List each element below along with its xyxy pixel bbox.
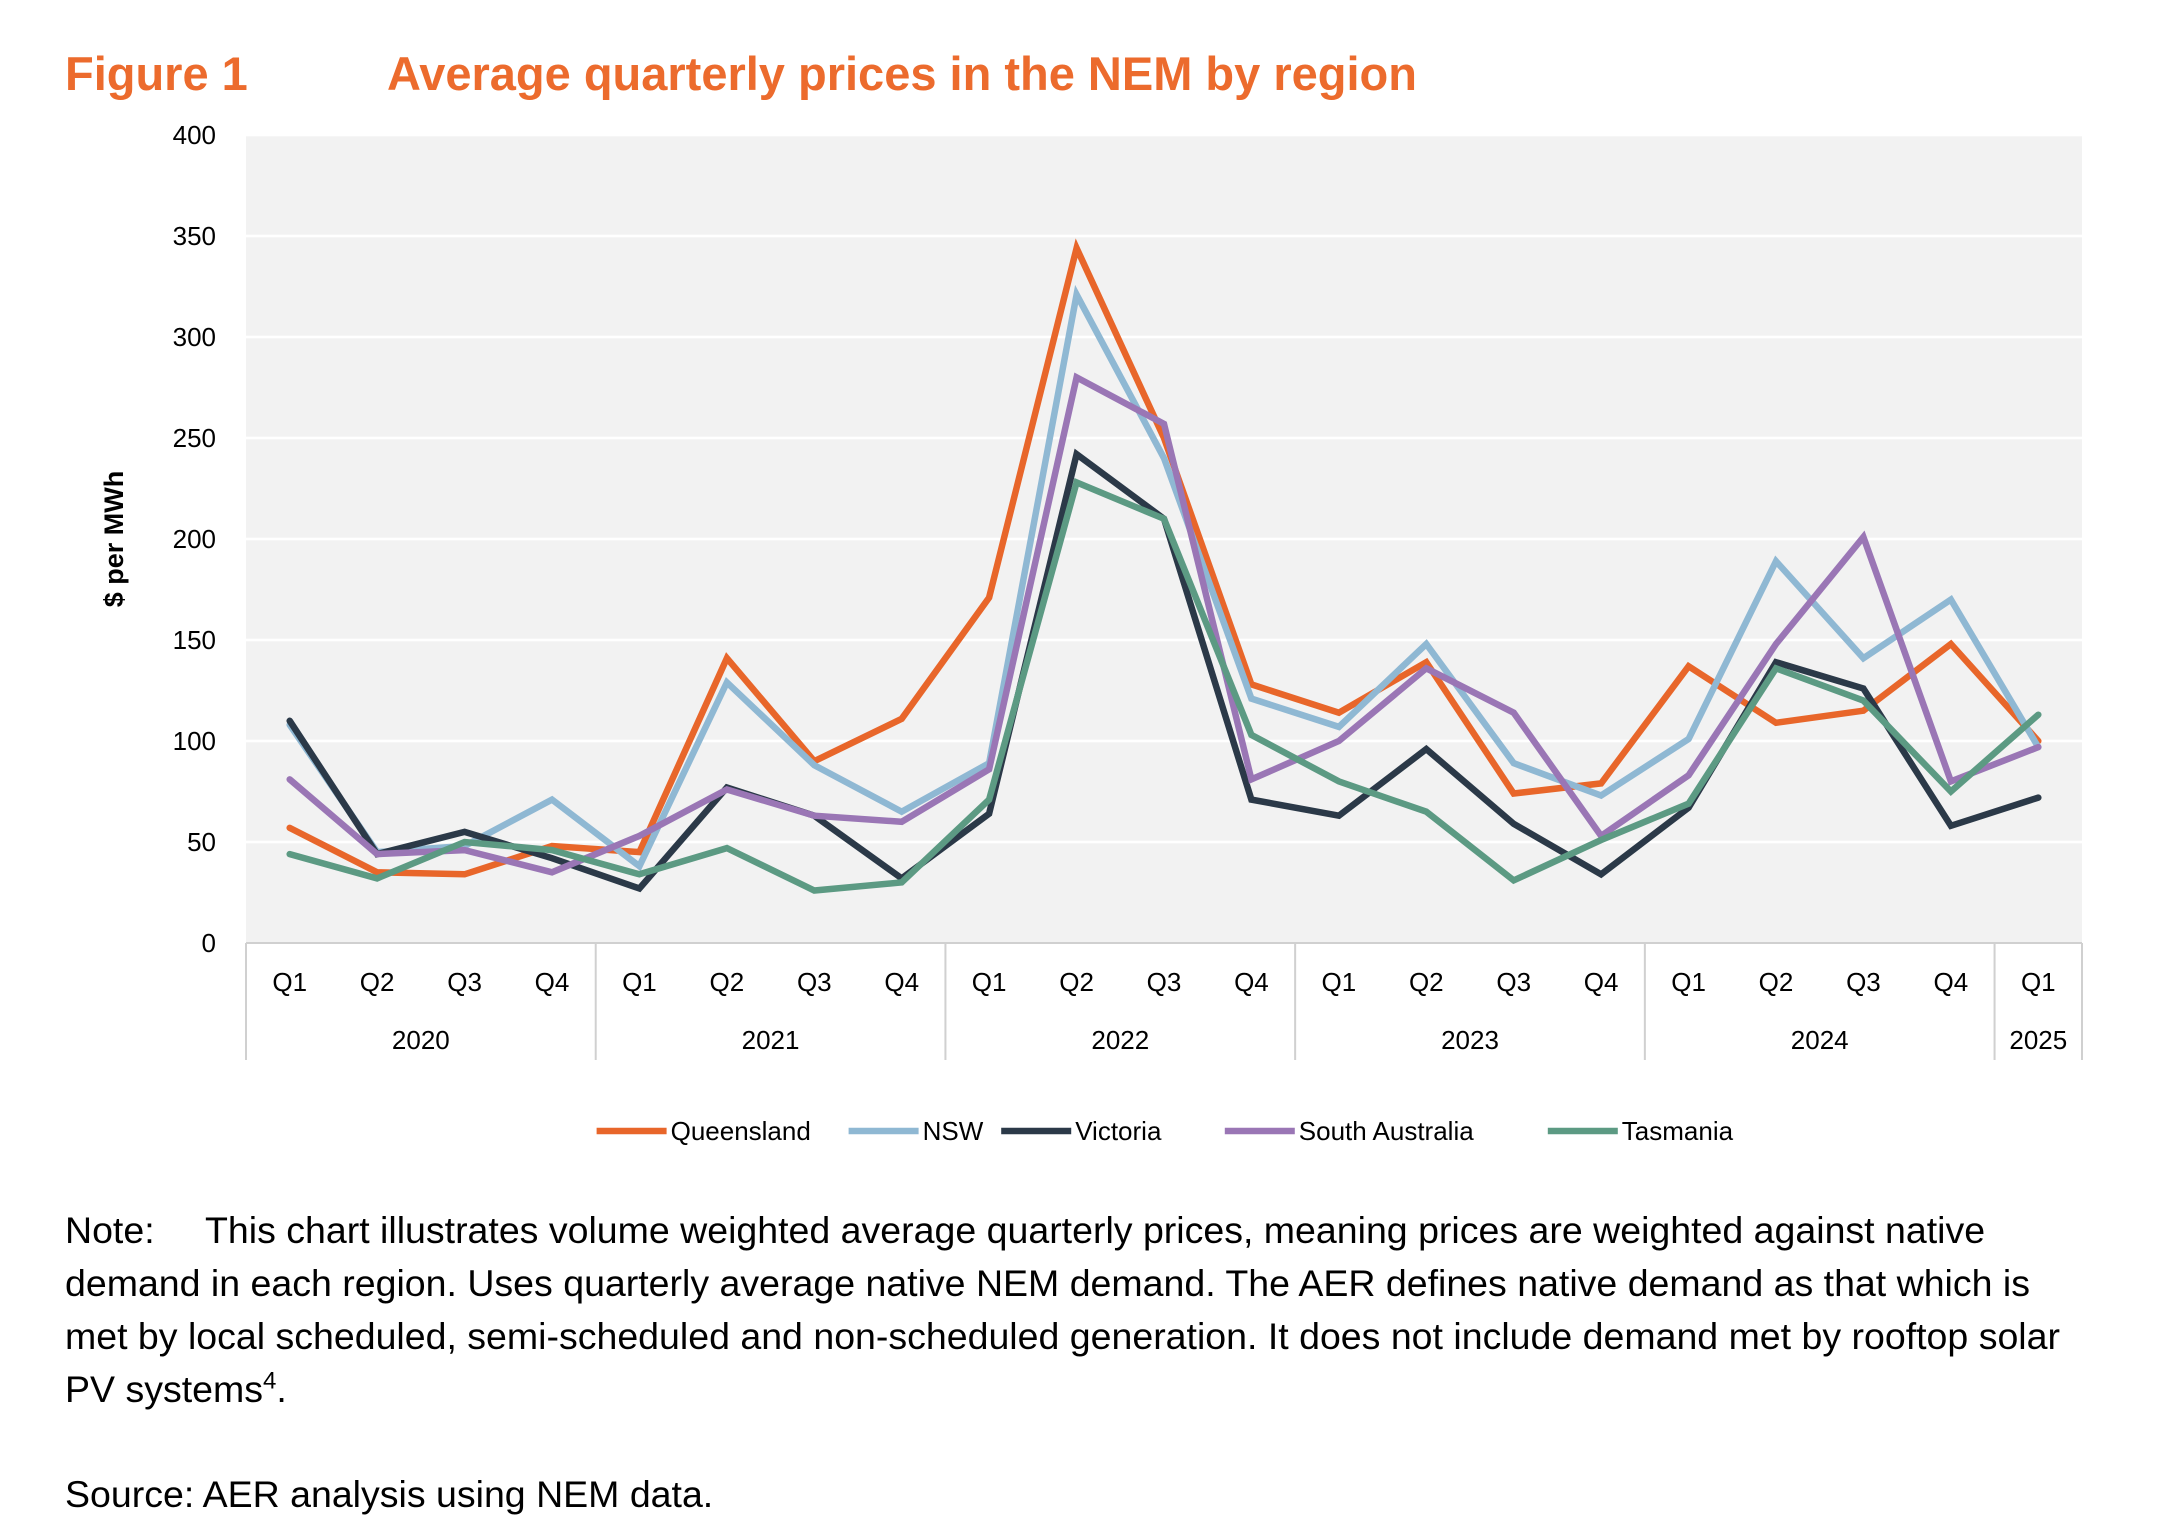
y-tick-label: 400	[173, 120, 216, 150]
x-tick-label: Q1	[2021, 967, 2056, 997]
y-tick-label: 0	[202, 928, 216, 958]
figure-header: Figure 1 Average quarterly prices in the…	[65, 44, 1965, 104]
y-axis-title: $ per MWh	[99, 471, 129, 608]
legend-label: Tasmania	[1622, 1116, 1734, 1146]
series-line-nsw	[286, 284, 2042, 872]
x-tick-label: Q3	[447, 967, 482, 997]
x-tick-label: Q1	[1322, 967, 1357, 997]
legend-label: Victoria	[1075, 1116, 1162, 1146]
x-tick-label: Q2	[360, 967, 395, 997]
legend-label: Queensland	[671, 1116, 811, 1146]
y-tick-label: 250	[173, 423, 216, 453]
note-end: .	[276, 1368, 287, 1410]
source-text: Source: AER analysis using NEM data.	[65, 1473, 714, 1515]
y-tick-label: 100	[173, 726, 216, 756]
legend-label: NSW	[923, 1116, 984, 1146]
x-tick-label: Q3	[1147, 967, 1182, 997]
x-tick-label: Q4	[535, 967, 570, 997]
year-label: 2025	[2009, 1025, 2067, 1055]
line-chart: 0 50 100 150 200 250 300 350 400 $ per MWh Q1 Q2 Q3 Q…	[99, 120, 2083, 1146]
y-tick-label: 350	[173, 221, 216, 251]
chart-note: Note: This chart illustrates volume weigh…	[65, 1204, 2095, 1416]
x-tick-label: Q3	[1496, 967, 1531, 997]
y-tick-label: 50	[187, 827, 216, 857]
y-tick-label: 200	[173, 524, 216, 554]
x-tick-label: Q1	[272, 967, 307, 997]
y-tick-label: 300	[173, 322, 216, 352]
figure-title: Average quarterly prices in the NEM by r…	[387, 47, 1417, 100]
year-label: 2023	[1441, 1025, 1499, 1055]
year-label: 2020	[392, 1025, 450, 1055]
year-label: 2024	[1791, 1025, 1849, 1055]
x-tick-label: Q4	[1934, 967, 1969, 997]
year-label: 2022	[1091, 1025, 1149, 1055]
x-tick-label: Q2	[1759, 967, 1794, 997]
x-tick-label: Q1	[1671, 967, 1706, 997]
x-tick-label: Q1	[972, 967, 1007, 997]
x-tick-label: Q2	[1409, 967, 1444, 997]
footnote-ref: 4	[262, 1367, 277, 1395]
series-line-queensland	[286, 238, 2042, 878]
x-tick-label: Q4	[1234, 967, 1269, 997]
note-text: This chart illustrates volume weighted a…	[65, 1209, 2060, 1410]
x-tick-label: Q4	[1584, 967, 1619, 997]
x-tick-label: Q1	[622, 967, 657, 997]
note-label: Note:	[65, 1209, 155, 1251]
figure-label: Figure 1	[65, 47, 248, 100]
legend-label: South Australia	[1299, 1116, 1474, 1146]
x-tick-label: Q3	[797, 967, 832, 997]
x-tick-label: Q2	[710, 967, 745, 997]
x-tick-label: Q3	[1846, 967, 1881, 997]
year-label: 2021	[742, 1025, 800, 1055]
x-tick-label: Q2	[1059, 967, 1094, 997]
y-tick-label: 150	[173, 625, 216, 655]
x-tick-label: Q4	[884, 967, 919, 997]
series-line-tasmania	[286, 477, 2042, 894]
